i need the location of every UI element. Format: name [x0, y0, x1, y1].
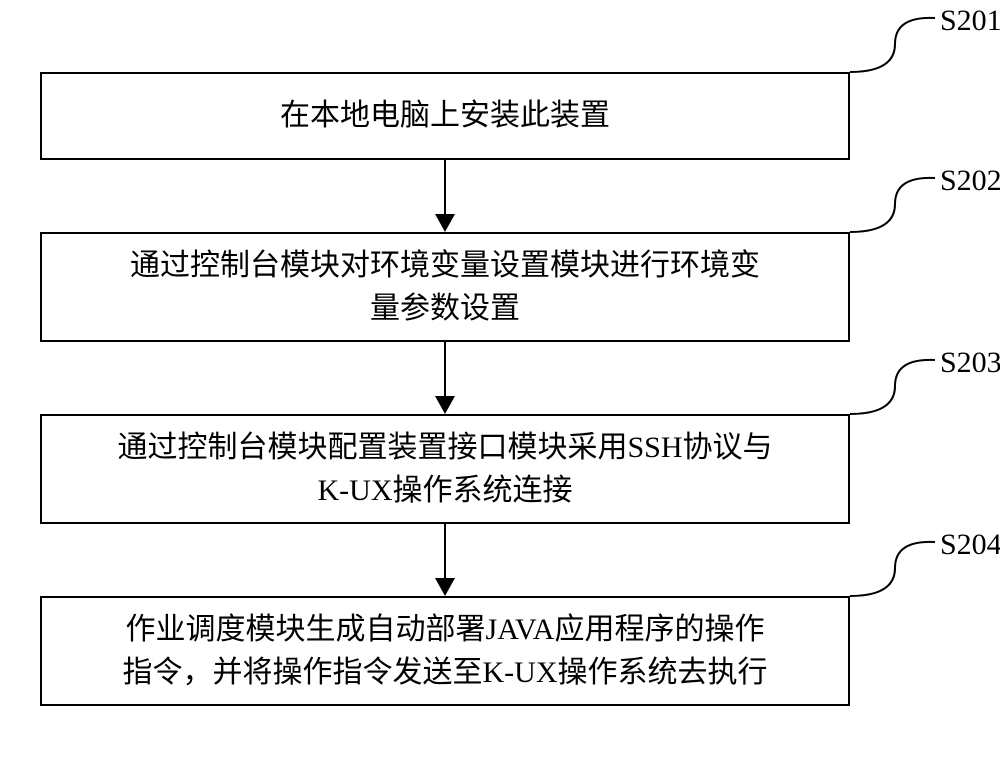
flowchart-canvas: 在本地电脑上安装此装置 S201 通过控制台模块对环境变量设置模块进行环境变量参数设… [0, 0, 1000, 767]
step-text: 通过控制台模块配置装置接口模块采用SSH协议与K-UX操作系统连接 [62, 426, 828, 513]
step-label-s203: S203 [940, 346, 1000, 380]
step-box-s204: 作业调度模块生成自动部署JAVA应用程序的操作指令，并将操作指令发送至K-UX操… [40, 596, 850, 706]
step-text: 通过控制台模块对环境变量设置模块进行环境变量参数设置 [62, 244, 828, 331]
step-label-s204: S204 [940, 528, 1000, 562]
step-box-s202: 通过控制台模块对环境变量设置模块进行环境变量参数设置 [40, 232, 850, 342]
step-label-s202: S202 [940, 164, 1000, 198]
step-box-s201: 在本地电脑上安装此装置 [40, 72, 850, 160]
step-text: 作业调度模块生成自动部署JAVA应用程序的操作指令，并将操作指令发送至K-UX操… [62, 608, 828, 695]
step-label-s201: S201 [940, 4, 1000, 38]
step-text: 在本地电脑上安装此装置 [62, 94, 828, 138]
step-box-s203: 通过控制台模块配置装置接口模块采用SSH协议与K-UX操作系统连接 [40, 414, 850, 524]
